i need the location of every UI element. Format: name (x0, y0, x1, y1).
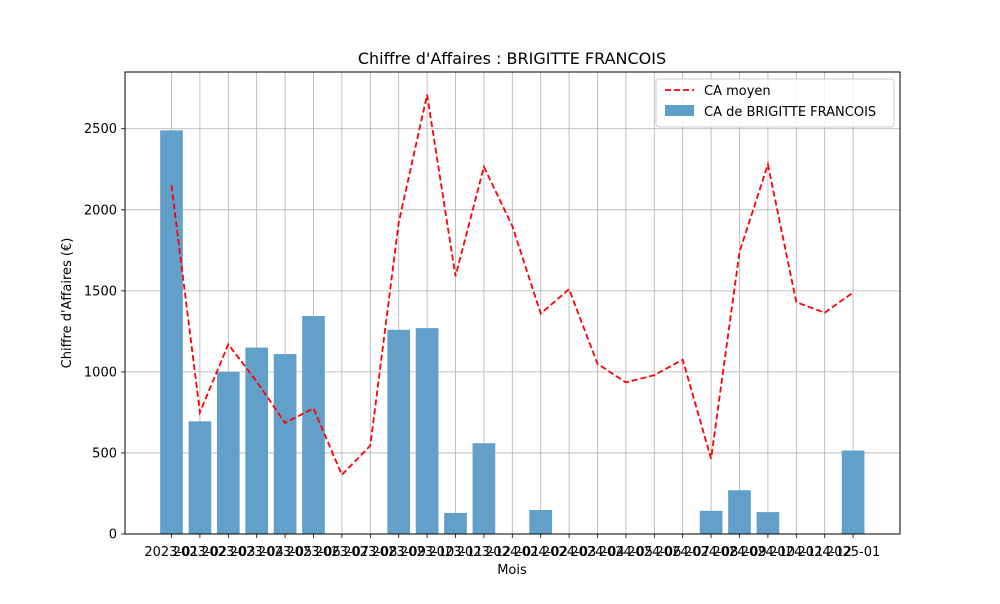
x-tick-label: 2024-05 (599, 545, 653, 560)
bar (699, 510, 723, 534)
y-axis-ticks: 0 500 1000 1500 2000 2500 (84, 122, 125, 543)
x-tick-label: 2023-05 (258, 545, 312, 560)
x-tick-label: 2023-03 (201, 545, 255, 560)
x-tick-label: 2024-09 (712, 545, 766, 560)
x-tick-label: 2024-11 (769, 545, 823, 560)
bar (273, 354, 297, 534)
x-tick-label: 2023-04 (230, 545, 284, 560)
x-tick-label: 2024-08 (684, 545, 738, 560)
legend-label-average: CA moyen (704, 84, 771, 99)
x-tick-label: 2024-02 (514, 545, 568, 560)
x-tick-label: 2024-03 (542, 545, 596, 560)
x-tick-label: 2024-06 (627, 545, 681, 560)
x-tick-label: 2024-04 (570, 545, 624, 560)
x-tick-label: 2023-06 (286, 545, 340, 560)
legend-bar-swatch (665, 105, 694, 116)
x-tick-label: 2025-01 (826, 545, 880, 560)
bar (188, 421, 212, 534)
bar (529, 510, 553, 534)
x-axis-label: Mois (497, 563, 527, 578)
x-tick-label: 2024-01 (485, 545, 539, 560)
bar (756, 512, 780, 534)
x-axis-ticks: 2023-012023-022023-032023-042023-052023-… (144, 534, 880, 560)
x-tick-label: 2023-10 (400, 545, 454, 560)
x-tick-label: 2023-01 (144, 545, 198, 560)
y-tick-label: 500 (92, 446, 117, 461)
x-tick-label: 2023-12 (457, 545, 511, 560)
bar (728, 490, 751, 534)
average-line (170, 94, 854, 477)
y-tick-label: 2500 (84, 122, 117, 137)
x-tick-label: 2024-12 (798, 545, 852, 560)
bar-series (160, 130, 865, 534)
x-tick-label: 2023-08 (343, 545, 397, 560)
bar (472, 443, 496, 534)
bar (245, 347, 269, 534)
bar (841, 450, 865, 534)
line-series (170, 94, 854, 477)
legend: CA moyen CA de BRIGITTE FRANCOIS (655, 78, 895, 128)
y-tick-label: 1500 (84, 284, 117, 299)
y-tick-label: 2000 (84, 203, 117, 218)
y-tick-label: 1000 (84, 365, 117, 380)
x-tick-label: 2023-09 (372, 545, 426, 560)
x-tick-label: 2023-02 (173, 545, 227, 560)
bar (302, 315, 325, 534)
x-tick-label: 2023-07 (315, 545, 369, 560)
y-axis-label: Chiffre d'Affaires (€) (60, 238, 75, 369)
legend-frame (655, 78, 895, 128)
x-tick-label: 2024-07 (656, 545, 710, 560)
y-tick-label: 0 (109, 528, 117, 543)
legend-label-seller: CA de BRIGITTE FRANCOIS (704, 105, 876, 120)
x-tick-label: 2024-10 (741, 545, 795, 560)
bar (216, 371, 240, 534)
bar (415, 328, 439, 534)
bar (387, 329, 411, 534)
chart-title: Chiffre d'Affaires : BRIGITTE FRANCOIS (358, 49, 666, 68)
bar (444, 512, 467, 534)
grid-lines (125, 72, 900, 535)
x-tick-label: 2023-11 (428, 545, 482, 560)
